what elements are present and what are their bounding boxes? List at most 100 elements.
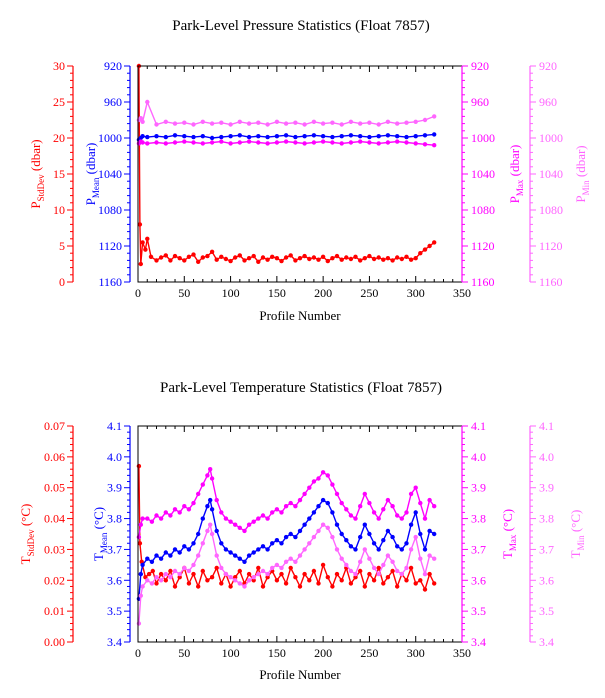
data-point-min (246, 578, 252, 583)
data-point-min (395, 121, 400, 126)
data-point-max (413, 485, 418, 490)
data-point-min (256, 120, 261, 125)
data-point-max (376, 141, 381, 146)
y-tick-label-mean: 920 (104, 59, 122, 73)
data-point-min (265, 122, 270, 127)
data-point-max (182, 139, 187, 144)
data-point-min (136, 621, 142, 626)
data-point-mean (358, 134, 363, 139)
data-point-stddev (274, 256, 280, 261)
data-point-min (209, 531, 215, 537)
data-point-min (385, 119, 391, 125)
data-point-max (163, 141, 168, 146)
plot-frame (137, 65, 463, 283)
data-point-mean (330, 134, 335, 140)
data-point-max (339, 500, 344, 506)
temperature-chart-panel: Park-Level Temperature Statistics (Float… (18, 380, 586, 682)
data-point-stddev (251, 253, 256, 259)
y-axis-label-main: P (507, 196, 522, 203)
data-point-stddev (385, 256, 391, 261)
y-tick-label-min: 920 (539, 59, 557, 73)
y-tick-label-min: 1000 (539, 131, 563, 145)
data-point-stddev (265, 575, 270, 580)
data-point-mean (362, 522, 367, 527)
data-point-max (344, 507, 349, 512)
data-point-mean (228, 550, 233, 555)
data-point-stddev (297, 256, 303, 261)
y-tick-label-mean: 3.4 (107, 635, 122, 649)
data-point-min (191, 122, 196, 127)
data-point-min (223, 571, 229, 577)
data-point-mean (320, 134, 326, 139)
y-axis-label-stddev: PStdDev (dbar) (28, 139, 46, 208)
data-point-stddev (316, 257, 321, 262)
data-point-min (274, 562, 280, 568)
data-point-stddev (311, 255, 317, 260)
y-tick-label-stddev: 0.05 (44, 481, 65, 495)
data-point-max (334, 491, 340, 497)
data-point-mean (145, 556, 150, 561)
data-point-mean (385, 133, 391, 138)
data-point-stddev (320, 562, 326, 568)
data-point-stddev (237, 568, 242, 574)
data-point-min (353, 571, 358, 577)
y-tick-label-min: 3.4 (539, 635, 554, 649)
x-tick-label: 300 (407, 646, 425, 660)
data-point-min (348, 568, 354, 574)
data-point-min (307, 541, 312, 546)
y-tick-label-mean: 3.6 (107, 573, 122, 587)
data-point-stddev (172, 253, 178, 259)
data-point-min (367, 556, 372, 561)
data-point-mean (297, 528, 303, 534)
series-max (136, 466, 437, 540)
data-point-min (256, 571, 261, 577)
data-point-max (311, 140, 317, 145)
data-point-stddev (297, 584, 303, 589)
data-point-stddev (279, 258, 284, 264)
data-point-max (399, 516, 404, 521)
data-point-max (404, 510, 409, 515)
data-point-stddev (395, 255, 400, 260)
data-point-stddev (362, 256, 367, 261)
data-point-min (381, 562, 386, 568)
y-tick-label-stddev: 20 (53, 131, 65, 145)
data-point-max (200, 482, 205, 487)
data-point-mean (302, 134, 307, 139)
data-point-stddev (172, 584, 178, 589)
data-point-max (237, 140, 242, 145)
data-point-mean (307, 516, 312, 521)
data-point-mean (320, 497, 326, 503)
data-point-max (371, 510, 377, 515)
data-point-stddev (348, 581, 354, 586)
data-point-max (145, 141, 150, 146)
data-point-stddev (209, 575, 215, 580)
data-point-min (163, 119, 168, 125)
data-point-min (219, 565, 224, 571)
data-point-max (330, 140, 335, 145)
data-point-max (381, 507, 386, 512)
y-tick-label-mean: 3.5 (107, 604, 122, 618)
data-point-mean (219, 541, 224, 546)
data-point-max (408, 491, 414, 497)
x-axis-label: Profile Number (259, 667, 341, 682)
data-point-stddev (219, 254, 224, 259)
data-point-stddev (390, 258, 395, 263)
data-point-mean (413, 510, 418, 515)
data-point-min (432, 556, 437, 561)
data-point-min (196, 553, 201, 558)
data-point-min (371, 565, 377, 571)
y-axis-label-sub: Min (581, 180, 591, 196)
series-line-max (138, 466, 435, 538)
data-point-mean (233, 553, 238, 558)
data-point-stddev (146, 571, 152, 577)
data-point-stddev (381, 257, 386, 262)
data-point-mean (353, 547, 358, 552)
data-point-mean (376, 547, 381, 552)
data-point-mean (344, 538, 349, 543)
y-axis-label-min: PMin (dbar) (573, 145, 591, 202)
data-point-min (311, 119, 317, 125)
data-point-mean (260, 544, 266, 549)
data-point-stddev (274, 578, 280, 583)
y-tick-label-mean: 1160 (98, 275, 122, 289)
data-point-min (344, 562, 349, 568)
